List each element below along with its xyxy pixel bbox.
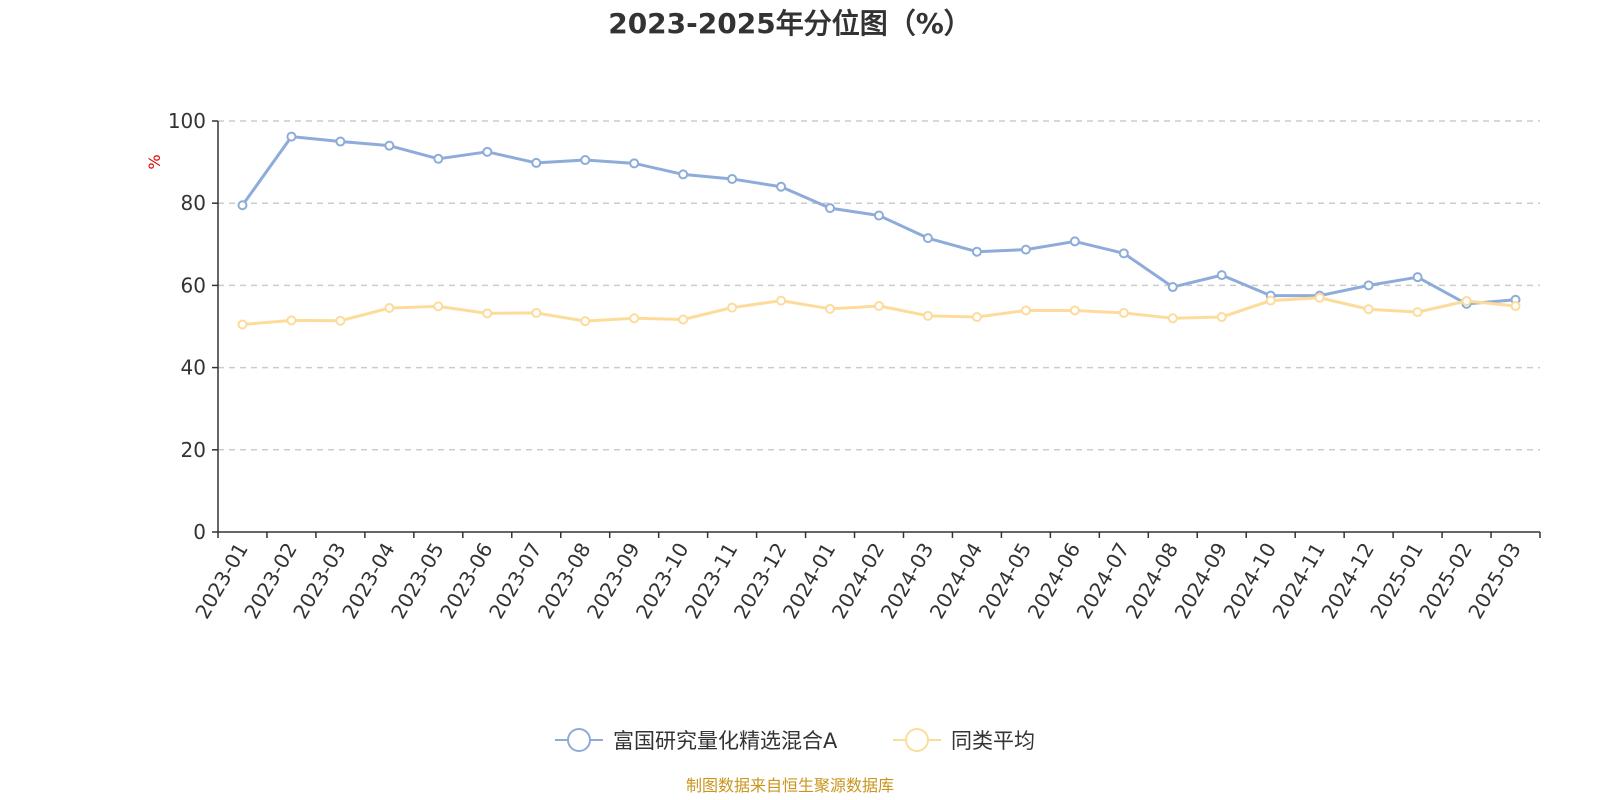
data-point [482, 146, 493, 157]
data-point [1069, 305, 1080, 316]
data-point [825, 303, 836, 314]
y-tick-label: 80 [181, 191, 206, 215]
data-point [580, 316, 591, 327]
data-point [531, 157, 542, 168]
data-point [727, 302, 738, 313]
data-point [629, 158, 640, 169]
grid-lines [218, 120, 1540, 451]
data-point [433, 301, 444, 312]
data-point [286, 315, 297, 326]
data-point [825, 203, 836, 214]
legend[interactable]: 富国研究量化精选混合A 同类平均 [555, 728, 1035, 753]
data-point [1265, 295, 1276, 306]
data-point [1020, 244, 1031, 255]
legend-item[interactable]: 富国研究量化精选混合A [555, 728, 838, 753]
data-point [1216, 312, 1227, 323]
y-tick-label: 40 [181, 356, 206, 380]
data-point [971, 246, 982, 257]
chart-title: 2023-2025年分位图（%） [608, 7, 972, 40]
data-point [678, 169, 689, 180]
data-point [1167, 282, 1178, 293]
axes [212, 120, 1541, 538]
data-point [776, 181, 787, 192]
data-point [1510, 300, 1521, 311]
x-tick-labels: 2023-012023-022023-032023-042023-052023-… [190, 539, 1526, 623]
data-point [1461, 296, 1472, 307]
y-axis-unit: % [145, 154, 164, 169]
series-0 [237, 131, 1521, 309]
data-point [1363, 280, 1374, 291]
data-point [1363, 304, 1374, 315]
data-point [384, 140, 395, 151]
data-point [776, 295, 787, 306]
data-point [335, 315, 346, 326]
data-point [531, 307, 542, 318]
data-point [384, 303, 395, 314]
data-point [874, 300, 884, 311]
series-1 [237, 292, 1521, 330]
data-point [1412, 307, 1423, 318]
data-point [335, 136, 346, 147]
data-point [1216, 270, 1227, 281]
data-point [1020, 305, 1031, 316]
legend-label: 同类平均 [951, 729, 1035, 753]
data-point [1118, 307, 1129, 318]
data-point [1314, 292, 1325, 303]
data-point [237, 319, 248, 330]
data-point [678, 314, 689, 325]
data-point [922, 233, 933, 244]
series-layer [237, 131, 1521, 330]
y-tick-label: 20 [181, 438, 206, 462]
legend-marker [567, 728, 591, 752]
data-point [1118, 248, 1129, 259]
data-point [874, 210, 884, 221]
data-point [433, 153, 444, 164]
legend-item[interactable]: 同类平均 [893, 728, 1035, 753]
legend-label: 富国研究量化精选混合A [613, 729, 838, 753]
legend-marker [905, 728, 929, 752]
source-note: 制图数据来自恒生聚源数据库 [686, 776, 894, 795]
y-tick-label: 0 [193, 520, 206, 544]
data-point [286, 131, 297, 142]
y-tick-label: 60 [181, 273, 206, 297]
data-point [1412, 272, 1423, 283]
data-point [482, 308, 493, 319]
data-point [237, 200, 248, 211]
data-point [629, 313, 640, 324]
y-tick-labels: 0 20 40 60 80 100 [168, 109, 206, 544]
data-point [1167, 313, 1178, 324]
data-point [1069, 236, 1080, 247]
data-point [922, 310, 933, 321]
data-point [580, 155, 591, 166]
data-point [727, 173, 738, 184]
y-tick-label: 100 [168, 109, 206, 133]
data-point [971, 312, 982, 323]
